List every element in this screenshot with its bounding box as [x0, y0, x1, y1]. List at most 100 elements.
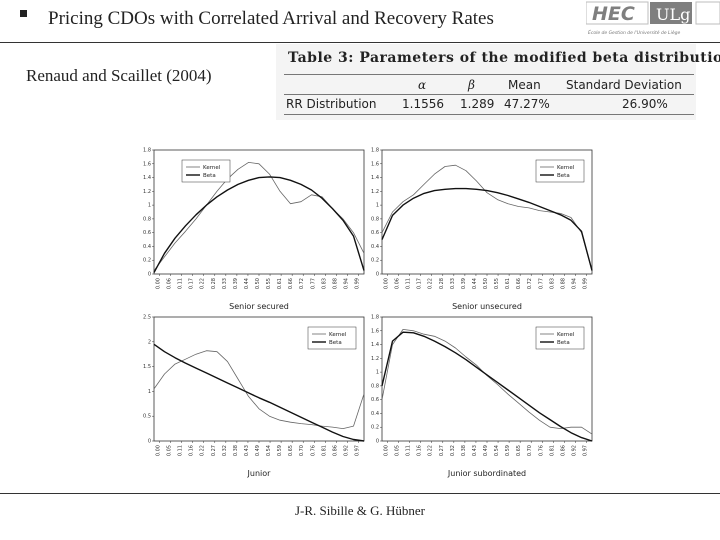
x-tick-label: 0.83 — [549, 278, 555, 289]
x-tick-label: 0.28 — [439, 278, 445, 289]
cell-mean: 47.27% — [504, 97, 550, 111]
x-tick-label: 0.94 — [571, 278, 577, 289]
chart-svg-2: 0 0.5 1 1.5 2 2.5 0.00 0.05 0.11 0.16 0.22 0.27 0.32… — [143, 315, 365, 478]
y-tick-label: 1.5 — [143, 364, 151, 370]
x-tick-label: 0.66 — [516, 278, 522, 289]
chart-junior: 0 0.5 1 1.5 2 2.5 0.00 0.05 0.11 0.16 0.22 0.27 0.32… — [138, 313, 368, 483]
x-axis-title: Senior secured — [229, 302, 289, 311]
x-tick-label: 0.88 — [560, 278, 566, 289]
y-tick-label: 1 — [376, 370, 379, 376]
x-tick-label: 0.11 — [178, 278, 184, 289]
footer-authors: J-R. Sibille & G. Hübner — [295, 503, 425, 518]
y-tick-label: 0.2 — [371, 425, 379, 431]
chart-svg-3: 00.20.40.60.811.21.41.61.80.00 0.05 0.11 0.… — [371, 315, 593, 478]
x-tick-label: 0.06 — [167, 278, 173, 289]
x-tick-label: 0.22 — [200, 278, 206, 289]
table-top-rule — [284, 74, 694, 75]
x-tick-label: 0.06 — [395, 278, 401, 289]
beta-curve — [381, 187, 593, 271]
logo-text-left: HEC — [592, 3, 635, 25]
x-tick-label: 0.39 — [461, 278, 467, 289]
x-tick-label: 0.83 — [321, 278, 327, 289]
x-tick-label: 0.92 — [571, 445, 577, 456]
cell-alpha: 1.1556 — [402, 97, 444, 111]
x-tick-label: 0.77 — [538, 278, 544, 289]
x-tick-label: 0.76 — [310, 445, 316, 456]
y-tick-label: 0 — [148, 439, 151, 445]
footer-rule — [0, 493, 720, 494]
x-tick-label: 0.33 — [222, 278, 228, 289]
x-tick-label: 0.59 — [277, 445, 283, 456]
y-tick-label: 0.6 — [143, 230, 151, 236]
table-bottom-rule — [284, 114, 694, 115]
y-tick-label: 1.8 — [371, 148, 379, 154]
chart-senior-secured: 0 0.2 0.4 0.6 0.8 1 1.2 1.4 1.6 1.8 0.00 0.06 0.11 0.… — [138, 146, 368, 316]
header-alpha: α — [418, 78, 427, 92]
x-axis-title: Junior — [247, 469, 272, 478]
x-tick-label: 0.43 — [244, 445, 250, 456]
x-tick-label: 0.05 — [167, 445, 173, 456]
x-tick-label: 0.86 — [560, 445, 566, 456]
x-axis-title: Senior unsecured — [452, 302, 522, 311]
y-tick-label: 0.2 — [143, 258, 151, 264]
x-tick-label: 0.59 — [505, 445, 511, 456]
y-tick-label: 1.2 — [371, 189, 379, 195]
y-tick-label: 0 — [148, 272, 151, 278]
x-tick-label: 0.61 — [505, 278, 511, 289]
y-tick-label: 0.4 — [371, 411, 379, 417]
y-tick-label: 0.6 — [371, 230, 379, 236]
x-tick-label: 0.49 — [255, 445, 261, 456]
y-tick-label: 0.4 — [143, 244, 151, 250]
x-tick-label: 0.70 — [299, 445, 305, 456]
logo-tagline: École de Gestion de l'Université de Lièg… — [588, 28, 680, 36]
x-tick-label: 0.55 — [266, 278, 272, 289]
x-tick-label: 0.94 — [343, 278, 349, 289]
x-tick-label: 0.22 — [428, 278, 434, 289]
y-tick-label: 2 — [148, 339, 151, 345]
x-tick-label: 0.99 — [354, 278, 360, 289]
x-tick-label: 0.32 — [222, 445, 228, 456]
x-tick-label: 0.16 — [417, 445, 423, 456]
chart-svg-0: 0 0.2 0.4 0.6 0.8 1 1.2 1.4 1.6 1.8 0.00 0.06 0.11 0.… — [143, 148, 365, 311]
x-tick-label: 0.38 — [233, 445, 239, 456]
x-axis-title: Junior subordinated — [447, 469, 526, 478]
x-tick-label: 0.05 — [395, 445, 401, 456]
legend-label: Kernel — [557, 165, 575, 171]
beta-curve — [153, 176, 365, 273]
x-tick-label: 0.54 — [266, 445, 272, 456]
y-tick-label: 1 — [148, 203, 151, 209]
x-tick-label: 0.54 — [494, 445, 500, 456]
y-tick-label: 1.8 — [143, 148, 151, 154]
cell-beta: 1.289 — [460, 97, 495, 111]
x-tick-label: 0.32 — [450, 445, 456, 456]
beta-curve — [153, 343, 365, 442]
x-tick-label: 0.66 — [288, 278, 294, 289]
x-tick-label: 0.00 — [384, 278, 390, 289]
x-tick-label: 0.11 — [406, 445, 412, 456]
x-tick-label: 0.27 — [211, 445, 217, 456]
y-tick-label: 0.2 — [371, 258, 379, 264]
legend-box — [535, 159, 585, 183]
citation: Renaud and Scaillet (2004) — [26, 66, 212, 85]
cell-std: 26.90% — [622, 97, 668, 111]
x-tick-label: 0.88 — [332, 278, 338, 289]
x-tick-label: 0.43 — [472, 445, 478, 456]
x-tick-label: 0.11 — [406, 278, 412, 289]
chart-svg-1: 0 0.2 0.4 0.6 0.8 1 1.2 1.4 1.6 1.8 0.00 0.06 0.11 0.… — [371, 148, 593, 311]
slide-title: Pricing CDOs with Correlated Arrival and… — [48, 8, 494, 29]
x-tick-label: 0.55 — [494, 278, 500, 289]
x-tick-label: 0.61 — [277, 278, 283, 289]
x-tick-label: 0.92 — [343, 445, 349, 456]
chart-senior-unsecured: 0 0.2 0.4 0.6 0.8 1 1.2 1.4 1.6 1.8 0.00 0.06 0.11 0.… — [366, 146, 596, 316]
x-tick-label: 0.72 — [299, 278, 305, 289]
x-tick-label: 0.65 — [516, 445, 522, 456]
x-tick-label: 0.65 — [288, 445, 294, 456]
legend-label: Beta — [329, 340, 342, 346]
row-label: RR Distribution — [286, 97, 377, 111]
x-tick-label: 0.76 — [538, 445, 544, 456]
parameter-table: Table 3: Parameters of the modified beta… — [276, 44, 720, 120]
header-std: Standard Deviation — [566, 78, 682, 92]
x-tick-label: 0.17 — [189, 278, 195, 289]
y-tick-label: 1.6 — [371, 328, 379, 334]
beta-curve — [381, 331, 593, 442]
